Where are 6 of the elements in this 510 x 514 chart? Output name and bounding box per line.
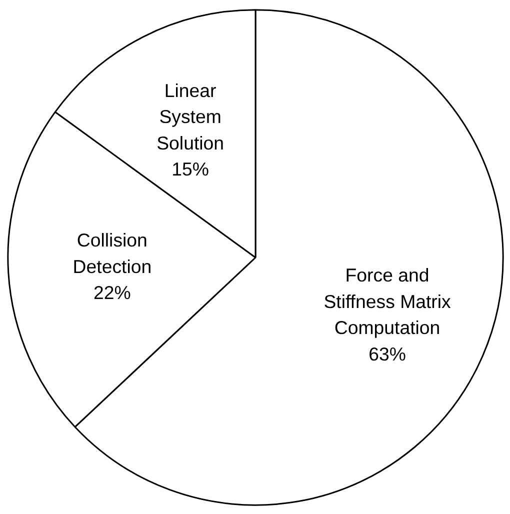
- data-label: 63%: [368, 343, 406, 364]
- slice-label: Linear System Solution: [156, 80, 224, 154]
- slice-label: Collision Detection: [72, 230, 152, 277]
- slice-label: Force and Stiffness Matrix Computation: [324, 264, 452, 338]
- data-label: 22%: [94, 282, 131, 304]
- data-label: 15%: [172, 158, 209, 180]
